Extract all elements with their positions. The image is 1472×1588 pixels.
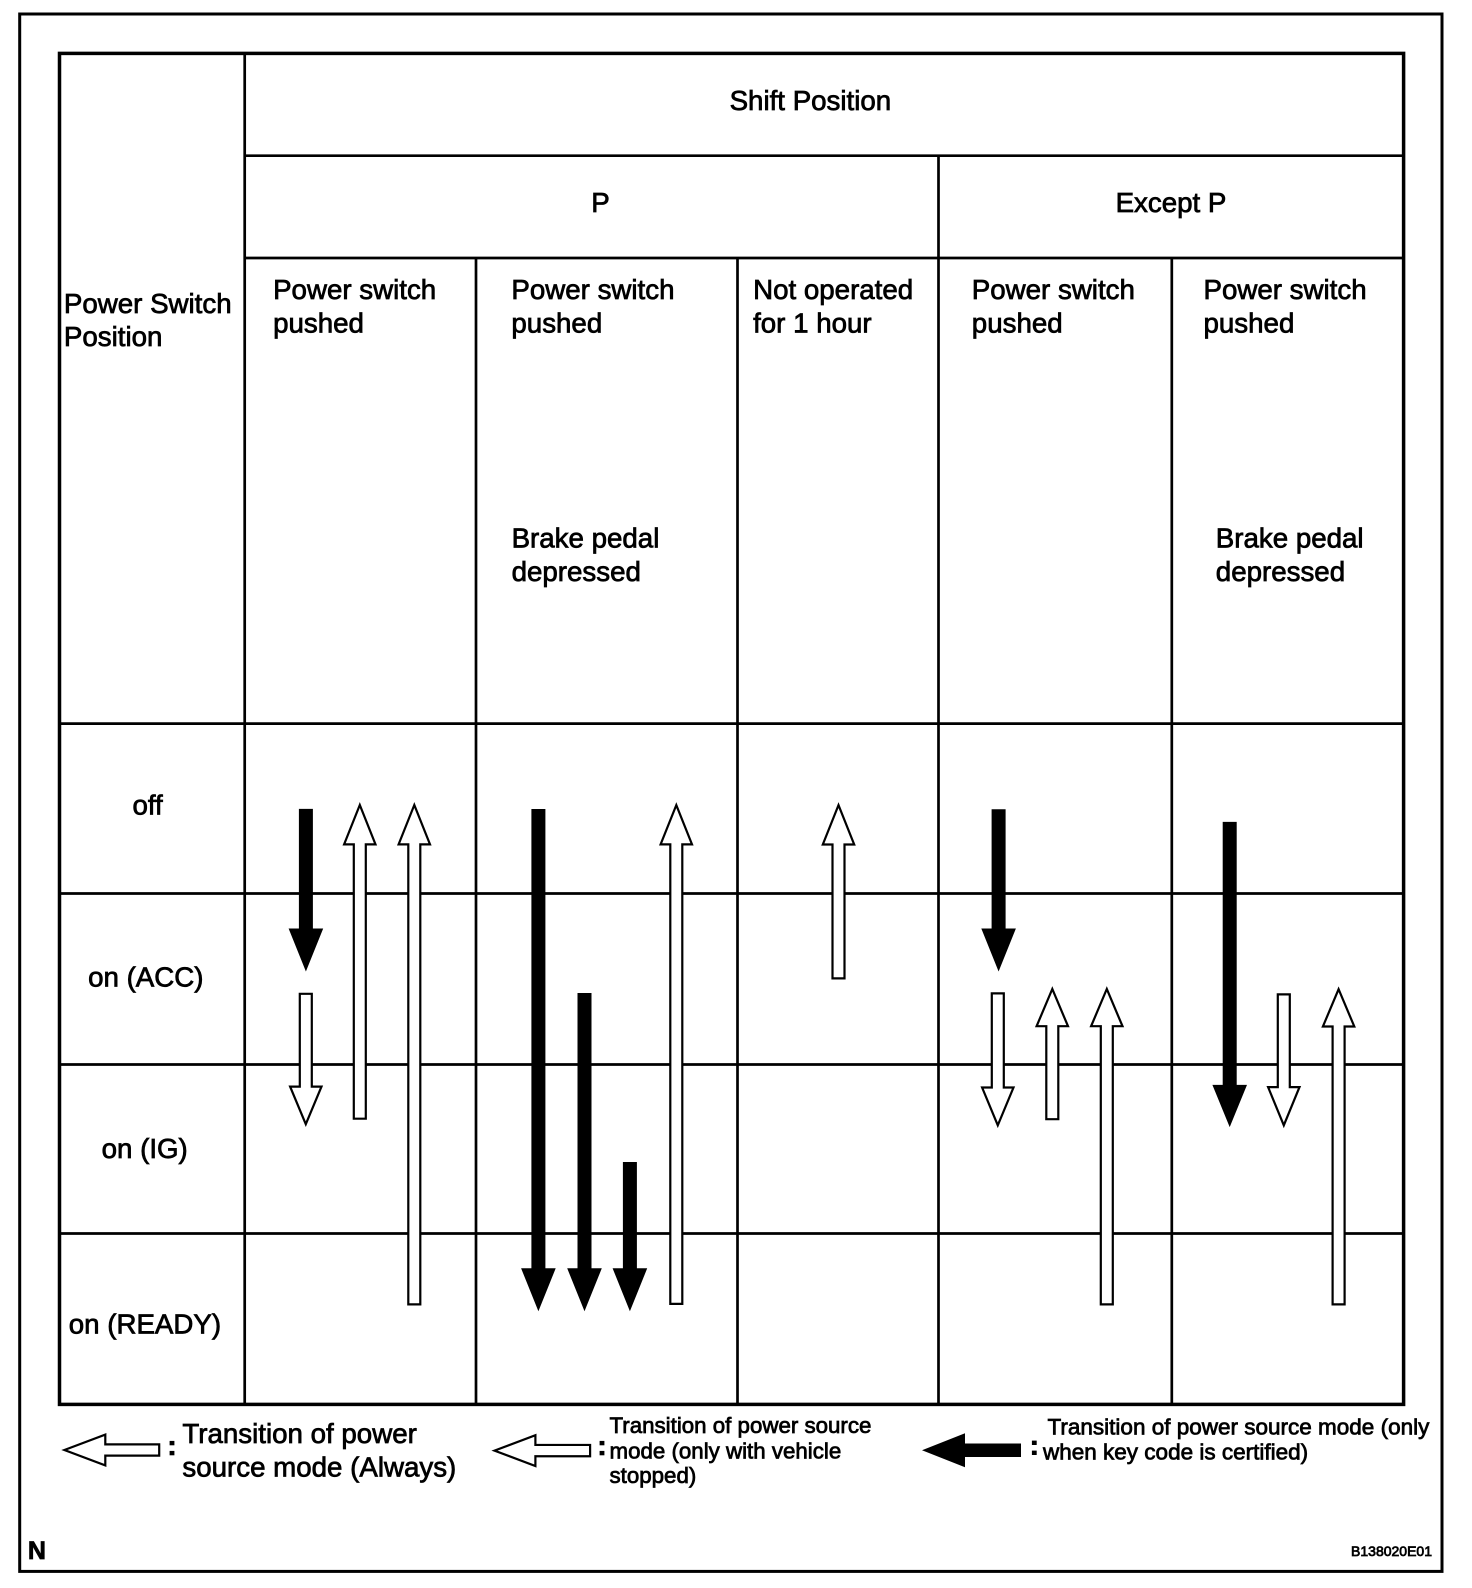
svg-text:on (READY): on (READY) [69,1308,221,1339]
svg-text:Power switch: Power switch [273,274,436,305]
svg-text:Position: Position [64,321,163,352]
svg-text:B138020E01: B138020E01 [1351,1543,1432,1559]
svg-text:Power switch: Power switch [511,274,674,305]
svg-text:on (ACC): on (ACC) [88,961,203,992]
svg-text:off: off [132,790,163,821]
svg-text:pushed: pushed [972,308,1063,339]
svg-text:depressed: depressed [1216,556,1345,587]
svg-text:Power switch: Power switch [972,274,1135,305]
svg-text:pushed: pushed [511,308,602,339]
svg-text:Transition of power source mod: Transition of power source mode (only [1048,1414,1431,1439]
svg-text:mode (only with vehicle: mode (only with vehicle [610,1438,842,1463]
svg-text:N: N [28,1537,46,1565]
svg-text:pushed: pushed [273,308,364,339]
svg-text:Power Switch: Power Switch [64,288,232,319]
svg-text:on (IG): on (IG) [102,1133,188,1164]
svg-text:when key code is certified): when key code is certified) [1042,1439,1308,1464]
svg-text:Power switch: Power switch [1204,274,1367,305]
svg-text:Except P: Except P [1116,187,1227,218]
svg-text:Brake pedal: Brake pedal [1216,522,1364,553]
svg-text:source mode (Always): source mode (Always) [182,1452,456,1483]
svg-text:Shift Position: Shift Position [730,85,892,116]
svg-text:Brake pedal: Brake pedal [512,522,660,553]
svg-text:P: P [591,187,609,218]
svg-text:Transition of power: Transition of power [182,1418,416,1449]
svg-text:depressed: depressed [512,556,641,587]
svg-text:for 1 hour: for 1 hour [753,308,872,339]
svg-text:stopped): stopped) [610,1463,697,1488]
svg-text:Transition of power source: Transition of power source [610,1413,872,1438]
svg-text:Not operated: Not operated [753,274,913,305]
svg-text:pushed: pushed [1204,308,1295,339]
